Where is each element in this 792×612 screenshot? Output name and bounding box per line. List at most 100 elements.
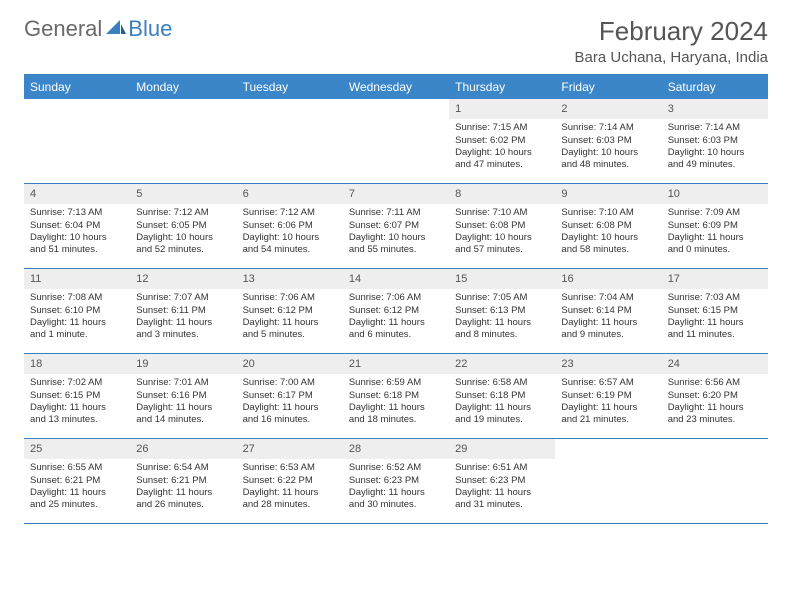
day-header-friday: Friday <box>555 75 661 99</box>
day-cell: 9Sunrise: 7:10 AMSunset: 6:08 PMDaylight… <box>555 184 661 268</box>
day-number: 28 <box>343 439 449 459</box>
day-details: Sunrise: 7:10 AMSunset: 6:08 PMDaylight:… <box>449 204 555 262</box>
day-number: 15 <box>449 269 555 289</box>
sunrise-text: Sunrise: 7:10 AM <box>455 207 549 219</box>
sunset-text: Sunset: 6:17 PM <box>243 390 337 402</box>
day-header-tuesday: Tuesday <box>237 75 343 99</box>
sunset-text: Sunset: 6:08 PM <box>455 220 549 232</box>
sunset-text: Sunset: 6:15 PM <box>30 390 124 402</box>
day-number: 23 <box>555 354 661 374</box>
day-cell: 3Sunrise: 7:14 AMSunset: 6:03 PMDaylight… <box>662 99 768 183</box>
week-row: 18Sunrise: 7:02 AMSunset: 6:15 PMDayligh… <box>24 354 768 439</box>
day-number: 26 <box>130 439 236 459</box>
sunset-text: Sunset: 6:16 PM <box>136 390 230 402</box>
day-number: 17 <box>662 269 768 289</box>
day-cell: 2Sunrise: 7:14 AMSunset: 6:03 PMDaylight… <box>555 99 661 183</box>
sunrise-text: Sunrise: 7:14 AM <box>668 122 762 134</box>
day-details: Sunrise: 6:52 AMSunset: 6:23 PMDaylight:… <box>343 459 449 517</box>
sunrise-text: Sunrise: 7:02 AM <box>30 377 124 389</box>
day-number: 14 <box>343 269 449 289</box>
day-details: Sunrise: 7:07 AMSunset: 6:11 PMDaylight:… <box>130 289 236 347</box>
day-number: 29 <box>449 439 555 459</box>
day-number: 10 <box>662 184 768 204</box>
sunrise-text: Sunrise: 7:12 AM <box>136 207 230 219</box>
day-cell <box>24 99 130 183</box>
day-details: Sunrise: 6:56 AMSunset: 6:20 PMDaylight:… <box>662 374 768 432</box>
sunset-text: Sunset: 6:03 PM <box>561 135 655 147</box>
day-details: Sunrise: 7:14 AMSunset: 6:03 PMDaylight:… <box>662 119 768 177</box>
day-number: 20 <box>237 354 343 374</box>
daylight-text: Daylight: 11 hours and 25 minutes. <box>30 487 124 512</box>
day-cell: 19Sunrise: 7:01 AMSunset: 6:16 PMDayligh… <box>130 354 236 438</box>
day-cell: 24Sunrise: 6:56 AMSunset: 6:20 PMDayligh… <box>662 354 768 438</box>
sunrise-text: Sunrise: 7:13 AM <box>30 207 124 219</box>
sunset-text: Sunset: 6:22 PM <box>243 475 337 487</box>
day-details: Sunrise: 7:06 AMSunset: 6:12 PMDaylight:… <box>237 289 343 347</box>
day-details: Sunrise: 6:58 AMSunset: 6:18 PMDaylight:… <box>449 374 555 432</box>
title-month-year: February 2024 <box>575 16 768 47</box>
day-details: Sunrise: 7:11 AMSunset: 6:07 PMDaylight:… <box>343 204 449 262</box>
sunrise-text: Sunrise: 6:59 AM <box>349 377 443 389</box>
daylight-text: Daylight: 11 hours and 13 minutes. <box>30 402 124 427</box>
day-number: 5 <box>130 184 236 204</box>
logo-sail-icon <box>106 16 126 42</box>
sunset-text: Sunset: 6:11 PM <box>136 305 230 317</box>
day-number: 4 <box>24 184 130 204</box>
daylight-text: Daylight: 11 hours and 21 minutes. <box>561 402 655 427</box>
day-number: 3 <box>662 99 768 119</box>
day-cell <box>130 99 236 183</box>
day-details: Sunrise: 6:59 AMSunset: 6:18 PMDaylight:… <box>343 374 449 432</box>
day-number: 25 <box>24 439 130 459</box>
sunset-text: Sunset: 6:14 PM <box>561 305 655 317</box>
sunrise-text: Sunrise: 7:00 AM <box>243 377 337 389</box>
day-cell: 27Sunrise: 6:53 AMSunset: 6:22 PMDayligh… <box>237 439 343 523</box>
day-cell: 8Sunrise: 7:10 AMSunset: 6:08 PMDaylight… <box>449 184 555 268</box>
sunrise-text: Sunrise: 6:51 AM <box>455 462 549 474</box>
calendar: Sunday Monday Tuesday Wednesday Thursday… <box>24 74 768 524</box>
sunset-text: Sunset: 6:18 PM <box>455 390 549 402</box>
sunrise-text: Sunrise: 6:53 AM <box>243 462 337 474</box>
daylight-text: Daylight: 11 hours and 1 minute. <box>30 317 124 342</box>
sunset-text: Sunset: 6:21 PM <box>30 475 124 487</box>
day-details: Sunrise: 7:14 AMSunset: 6:03 PMDaylight:… <box>555 119 661 177</box>
day-details: Sunrise: 6:51 AMSunset: 6:23 PMDaylight:… <box>449 459 555 517</box>
sunrise-text: Sunrise: 7:06 AM <box>349 292 443 304</box>
day-cell: 15Sunrise: 7:05 AMSunset: 6:13 PMDayligh… <box>449 269 555 353</box>
sunrise-text: Sunrise: 7:04 AM <box>561 292 655 304</box>
daylight-text: Daylight: 11 hours and 0 minutes. <box>668 232 762 257</box>
daylight-text: Daylight: 11 hours and 18 minutes. <box>349 402 443 427</box>
sunset-text: Sunset: 6:20 PM <box>668 390 762 402</box>
day-cell: 17Sunrise: 7:03 AMSunset: 6:15 PMDayligh… <box>662 269 768 353</box>
day-number: 27 <box>237 439 343 459</box>
day-details: Sunrise: 7:10 AMSunset: 6:08 PMDaylight:… <box>555 204 661 262</box>
sunset-text: Sunset: 6:10 PM <box>30 305 124 317</box>
daylight-text: Daylight: 10 hours and 48 minutes. <box>561 147 655 172</box>
week-row: 4Sunrise: 7:13 AMSunset: 6:04 PMDaylight… <box>24 184 768 269</box>
day-header-monday: Monday <box>130 75 236 99</box>
day-header-row: Sunday Monday Tuesday Wednesday Thursday… <box>24 75 768 99</box>
day-number <box>343 99 449 119</box>
location-text: Bara Uchana, Haryana, India <box>575 49 768 66</box>
day-cell: 4Sunrise: 7:13 AMSunset: 6:04 PMDaylight… <box>24 184 130 268</box>
day-cell: 22Sunrise: 6:58 AMSunset: 6:18 PMDayligh… <box>449 354 555 438</box>
day-details: Sunrise: 7:02 AMSunset: 6:15 PMDaylight:… <box>24 374 130 432</box>
sunset-text: Sunset: 6:06 PM <box>243 220 337 232</box>
sunset-text: Sunset: 6:15 PM <box>668 305 762 317</box>
day-details: Sunrise: 7:00 AMSunset: 6:17 PMDaylight:… <box>237 374 343 432</box>
day-number: 13 <box>237 269 343 289</box>
daylight-text: Daylight: 11 hours and 6 minutes. <box>349 317 443 342</box>
day-details: Sunrise: 7:01 AMSunset: 6:16 PMDaylight:… <box>130 374 236 432</box>
sunset-text: Sunset: 6:12 PM <box>243 305 337 317</box>
logo-text-general: General <box>24 16 102 42</box>
day-number: 12 <box>130 269 236 289</box>
day-cell: 23Sunrise: 6:57 AMSunset: 6:19 PMDayligh… <box>555 354 661 438</box>
day-header-thursday: Thursday <box>449 75 555 99</box>
sunset-text: Sunset: 6:19 PM <box>561 390 655 402</box>
daylight-text: Daylight: 11 hours and 30 minutes. <box>349 487 443 512</box>
day-header-wednesday: Wednesday <box>343 75 449 99</box>
sunset-text: Sunset: 6:02 PM <box>455 135 549 147</box>
day-details: Sunrise: 7:06 AMSunset: 6:12 PMDaylight:… <box>343 289 449 347</box>
day-cell: 21Sunrise: 6:59 AMSunset: 6:18 PMDayligh… <box>343 354 449 438</box>
day-cell: 18Sunrise: 7:02 AMSunset: 6:15 PMDayligh… <box>24 354 130 438</box>
week-row: 1Sunrise: 7:15 AMSunset: 6:02 PMDaylight… <box>24 99 768 184</box>
